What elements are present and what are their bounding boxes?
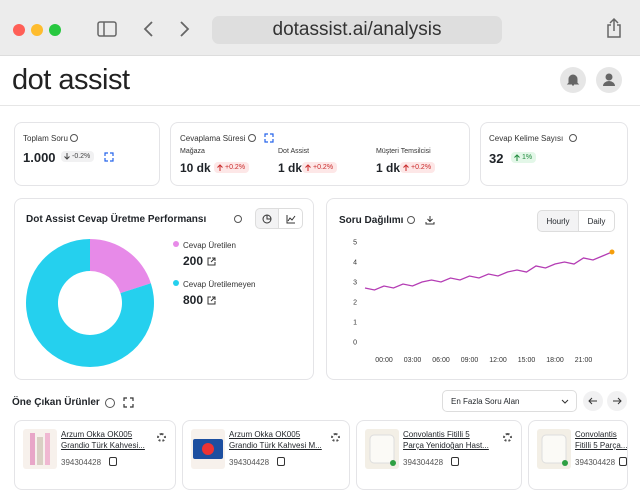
- stat-title: Toplam Soru: [23, 134, 68, 143]
- product-image: [23, 429, 57, 469]
- chart-title: Soru Dağılımı: [339, 215, 404, 226]
- browser-chrome: dotassist.ai/analysis: [0, 0, 640, 56]
- product-title[interactable]: Arzum Okka OK005: [229, 430, 301, 439]
- chart-card: Dot Assist Cevap Üretme Performansı Ceva…: [14, 198, 314, 380]
- change-badge: 1%: [511, 152, 537, 163]
- pie-view-button[interactable]: [255, 208, 279, 229]
- product-title[interactable]: Arzum Okka OK005: [61, 430, 133, 439]
- product-title[interactable]: Fitilli 5 Parça...: [575, 441, 628, 450]
- section-title: Öne Çıkan Ürünler: [12, 397, 100, 408]
- next-button[interactable]: [607, 391, 627, 411]
- stat-value: 1.000: [23, 150, 56, 165]
- product-title[interactable]: Convolantis Fitilli 5: [403, 430, 470, 439]
- stat-card: Cevaplama Süresi Mağaza 10 dk +0.2% Dot Ass…: [170, 122, 470, 186]
- expand-icon[interactable]: [104, 152, 114, 162]
- product-card[interactable]: Convolantis Fitilli 5 Parça Yenidoğan Has…: [356, 420, 522, 490]
- product-card[interactable]: Arzum Okka OK005 Grandio Türk Kahvesi M..…: [182, 420, 350, 490]
- profile-button[interactable]: [596, 67, 622, 93]
- stat-sub-value: 10 dk: [180, 161, 211, 175]
- prev-button[interactable]: [583, 391, 603, 411]
- stat-card: Cevap Kelime Sayısı 32 1%: [480, 122, 628, 186]
- legend-value: 200: [183, 254, 204, 268]
- info-icon[interactable]: [248, 134, 256, 142]
- chart-title: Dot Assist Cevap Üretme Performansı: [26, 214, 207, 225]
- hourly-button[interactable]: Hourly: [537, 210, 579, 232]
- url-bar[interactable]: dotassist.ai/analysis: [212, 16, 502, 44]
- product-card[interactable]: Arzum Okka OK005 Grandio Türk Kahvesi... 3…: [14, 420, 176, 490]
- info-icon[interactable]: [234, 215, 242, 223]
- expand-icon[interactable]: [123, 397, 134, 408]
- product-title[interactable]: Grandio Türk Kahvesi...: [61, 441, 145, 450]
- settings-icon[interactable]: [331, 433, 340, 442]
- forward-button[interactable]: [179, 20, 191, 38]
- line-view-button[interactable]: [278, 208, 303, 229]
- change-text: +0.2%: [225, 164, 246, 171]
- change-badge: +0.2%: [214, 162, 250, 173]
- stat-sub-label: Mağaza: [180, 148, 205, 155]
- chart-card: Soru Dağılımı Hourly Daily: [326, 198, 628, 380]
- info-icon[interactable]: [105, 398, 115, 408]
- change-badge: -0.2%: [61, 151, 95, 162]
- info-icon[interactable]: [407, 216, 415, 224]
- sidebar-icon[interactable]: [97, 21, 117, 37]
- link-icon[interactable]: [207, 296, 216, 305]
- info-icon[interactable]: [569, 134, 577, 142]
- product-image: [537, 429, 571, 469]
- copy-icon[interactable]: [619, 457, 627, 466]
- stat-card: Toplam Soru 1.000 -0.2%: [14, 122, 160, 186]
- stat-title: Cevaplama Süresi: [180, 134, 246, 143]
- notifications-button[interactable]: [560, 67, 586, 93]
- link-icon[interactable]: [207, 257, 216, 266]
- legend-label: Cevap Üretilen: [183, 241, 236, 250]
- change-text: 1%: [522, 154, 533, 161]
- product-image: [191, 429, 225, 469]
- product-card[interactable]: Convolantis Fitilli 5 Parça... 394304428: [528, 420, 628, 490]
- product-id: 394304428: [403, 458, 444, 467]
- sort-dropdown[interactable]: En Fazla Soru Alan: [442, 390, 577, 412]
- logo: dot assist: [12, 64, 130, 96]
- change-text: -0.2%: [72, 153, 91, 160]
- back-button[interactable]: [142, 20, 154, 38]
- copy-icon[interactable]: [451, 457, 459, 466]
- change-badge: +0.2%: [400, 162, 436, 173]
- info-icon[interactable]: [70, 134, 78, 142]
- expand-icon[interactable]: [264, 133, 274, 143]
- daily-button[interactable]: Daily: [578, 210, 615, 232]
- divider: [0, 105, 640, 106]
- product-id: 394304428: [61, 458, 102, 467]
- product-title[interactable]: Grandio Türk Kahvesi M...: [229, 441, 322, 450]
- stat-title: Cevap Kelime Sayısı: [489, 134, 564, 143]
- stat-sub-label: Dot Assist: [278, 148, 310, 155]
- product-id: 394304428: [575, 458, 616, 467]
- zoom-button[interactable]: [49, 24, 61, 36]
- change-text: +0.2%: [313, 164, 334, 171]
- close-button[interactable]: [13, 24, 25, 36]
- sort-label: En Fazla Soru Alan: [451, 397, 520, 406]
- settings-icon[interactable]: [503, 433, 512, 442]
- change-text: +0.2%: [411, 164, 432, 171]
- legend-value: 800: [183, 293, 204, 307]
- product-title[interactable]: Parça Yenidoğan Hast...: [403, 441, 489, 450]
- stat-value: 32: [489, 151, 504, 166]
- legend-label: Cevap Üretilemeyen: [183, 280, 256, 289]
- product-id: 394304428: [229, 458, 270, 467]
- settings-icon[interactable]: [157, 433, 166, 442]
- stat-sub-value: 1 dk: [278, 161, 303, 175]
- stat-sub-label: Müşteri Temsilcisi: [376, 148, 431, 155]
- stat-sub-value: 1 dk: [376, 161, 401, 175]
- share-button[interactable]: [606, 17, 622, 39]
- download-icon[interactable]: [425, 215, 435, 225]
- change-badge: +0.2%: [302, 162, 338, 173]
- minimize-button[interactable]: [31, 24, 43, 36]
- product-image: [365, 429, 399, 469]
- product-title[interactable]: Convolantis: [575, 430, 617, 439]
- copy-icon[interactable]: [109, 457, 117, 466]
- copy-icon[interactable]: [277, 457, 285, 466]
